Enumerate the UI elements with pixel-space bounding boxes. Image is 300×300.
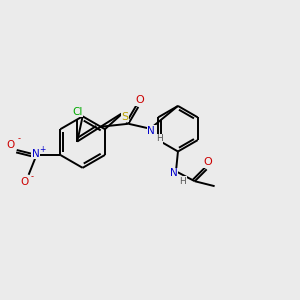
Text: O: O bbox=[203, 158, 212, 167]
Text: N: N bbox=[32, 149, 39, 159]
Text: H: H bbox=[156, 134, 163, 143]
Text: N: N bbox=[147, 126, 155, 136]
Text: -: - bbox=[17, 135, 20, 144]
Text: O: O bbox=[20, 177, 29, 187]
Text: -: - bbox=[31, 172, 34, 181]
Text: O: O bbox=[135, 95, 144, 105]
Text: O: O bbox=[7, 140, 15, 150]
Text: H: H bbox=[179, 177, 186, 186]
Text: S: S bbox=[122, 112, 129, 122]
Text: Cl: Cl bbox=[72, 107, 83, 117]
Text: N: N bbox=[170, 168, 178, 178]
Text: +: + bbox=[39, 145, 46, 154]
